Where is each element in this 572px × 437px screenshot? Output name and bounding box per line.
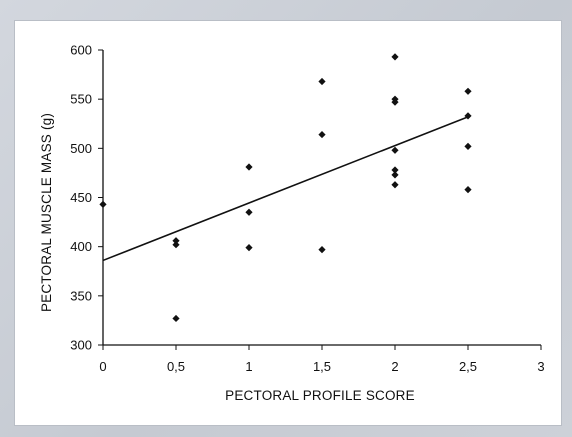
axes: [102, 50, 541, 346]
data-point-diamond: [172, 241, 180, 249]
data-points: [99, 53, 472, 323]
data-point-diamond: [318, 77, 326, 86]
y-tick-label: 450: [70, 190, 92, 205]
data-point-diamond: [318, 130, 326, 139]
data-point-diamond: [464, 87, 472, 95]
data-point-diamond: [245, 208, 253, 216]
x-tick-label: 3: [537, 359, 544, 374]
y-tick-label: 600: [70, 43, 92, 58]
y-tick-label: 350: [70, 288, 92, 303]
data-point-diamond: [318, 246, 326, 254]
data-point-diamond: [391, 171, 399, 179]
data-point-diamond: [391, 146, 399, 154]
x-tick-label: 2: [391, 359, 398, 374]
data-point-diamond: [391, 166, 399, 174]
data-point-diamond: [99, 200, 107, 208]
data-point-diamond: [172, 237, 180, 245]
chart-panel: [14, 20, 562, 426]
y-axis-title: PECTORAL MUSCLE MASS (g): [39, 113, 54, 312]
x-tick-label: 1,5: [313, 359, 331, 374]
data-point-diamond: [172, 314, 180, 323]
data-point-diamond: [245, 244, 253, 252]
data-point-diamond: [391, 181, 399, 189]
data-point-diamond: [464, 112, 472, 120]
x-tick-label: 0,5: [167, 359, 185, 374]
data-point-diamond: [391, 98, 399, 106]
y-tick-label: 500: [70, 141, 92, 156]
y-tick-label: 300: [70, 338, 92, 353]
y-tick-label: 400: [70, 239, 92, 254]
data-point-diamond: [391, 53, 399, 61]
x-tick-label: 2,5: [459, 359, 477, 374]
ticks: 300 350 400 450 500 550 600 0 0,5 1 1,5 2 2,5 3: [70, 43, 544, 375]
x-tick-label: 1: [245, 359, 252, 374]
x-tick-label: 0: [99, 359, 106, 374]
trendline-group: [102, 116, 469, 262]
data-point-diamond: [245, 163, 253, 171]
data-point-diamond: [464, 142, 472, 150]
trendline: [102, 116, 469, 262]
data-point-diamond: [464, 186, 472, 194]
x-axis-title: PECTORAL PROFILE SCORE: [225, 388, 415, 403]
y-tick-label: 550: [70, 92, 92, 107]
